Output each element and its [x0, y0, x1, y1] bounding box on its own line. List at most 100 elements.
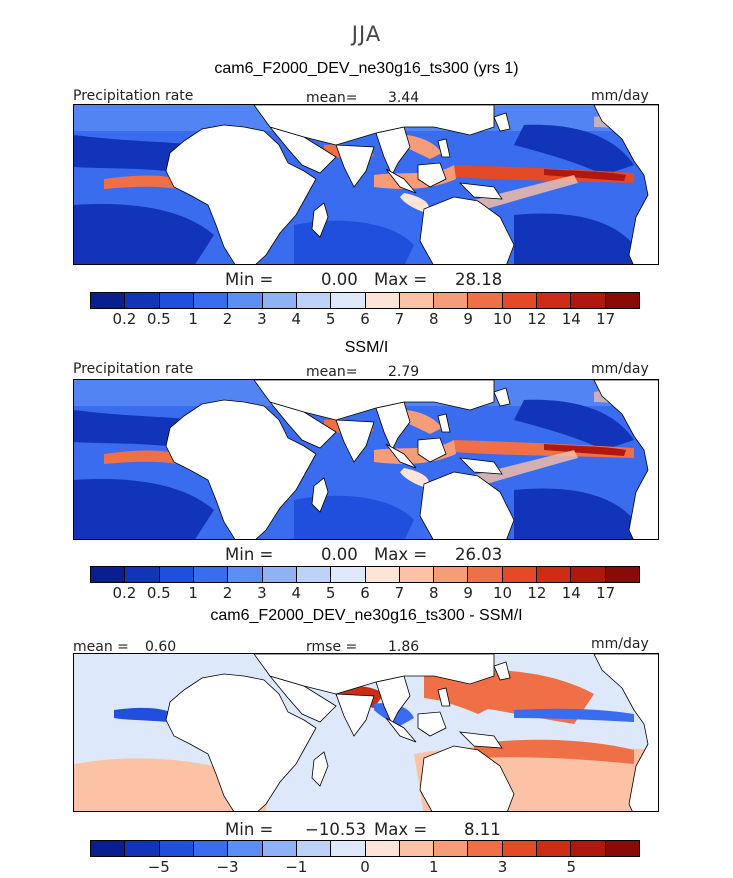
sio-dry — [294, 495, 414, 539]
land-americas — [593, 654, 658, 811]
colorbar-box — [125, 567, 160, 582]
colorbar-tick-label: 4 — [291, 310, 302, 328]
colorbar-box — [365, 567, 400, 582]
colorbar-tick-label: 0 — [360, 858, 370, 876]
colorbar-tick-label: 9 — [463, 310, 473, 328]
colorbar-box — [91, 841, 126, 856]
colorbar-box — [193, 841, 229, 856]
land-india — [335, 144, 375, 188]
land-borneo — [417, 711, 447, 737]
colorbar-tick-label: 14 — [561, 584, 581, 602]
colorbar-tick-label: 5 — [325, 310, 336, 328]
colorbar-tick-label: 0.2 — [112, 584, 137, 602]
panel-1-mean-value: 3.44 — [388, 90, 420, 106]
atlantic-itcz — [104, 175, 184, 189]
panel-1-map — [73, 104, 659, 265]
pacific-subtropic-dry — [514, 124, 634, 175]
colorbar-tick-label: 2 — [222, 584, 233, 602]
satl-dry — [74, 479, 214, 539]
land-india — [335, 419, 375, 463]
panel-3-units: mm/day — [591, 636, 649, 652]
colorbar-box — [571, 841, 606, 856]
land-americas — [593, 105, 658, 264]
panel-2-units: mm/day — [591, 361, 649, 377]
land-australia — [419, 745, 515, 811]
colorbar-box — [262, 567, 297, 582]
indian-convection — [400, 468, 429, 488]
precip-model-field — [74, 105, 658, 264]
land-asia — [253, 380, 495, 421]
colorbar-tick-label: 17 — [596, 584, 616, 602]
colorbar-box — [296, 841, 332, 856]
panel-1-min-value: 0.00 — [321, 270, 358, 289]
colorbar-box — [91, 567, 126, 582]
colorbar-box — [434, 293, 469, 308]
sio-dry — [294, 220, 414, 264]
colorbar-tick-label: 3 — [257, 584, 267, 602]
colorbar-box — [296, 293, 332, 308]
land-africa — [165, 399, 317, 539]
colorbar-tick-label: 0.5 — [146, 310, 171, 328]
colorbar-box — [537, 293, 572, 308]
panel-1-min-label: Min = — [225, 270, 274, 289]
colorbar-tick-label: 14 — [561, 310, 581, 328]
panel-3-colorbar — [90, 840, 640, 857]
colorbar-box — [502, 841, 538, 856]
colorbar-tick-label: 5 — [566, 858, 577, 876]
colorbar-tick-label: 10 — [492, 310, 513, 328]
panel-3-title: cam6_F2000_DEV_ne30g16_ts300 - SSM/I — [210, 607, 523, 624]
colorbar-box — [365, 293, 400, 308]
panel-3-min-value: −10.53 — [305, 820, 367, 839]
colorbar-box — [502, 567, 538, 582]
colorbar-box — [159, 293, 194, 308]
colorbar-tick-label: 3 — [257, 310, 267, 328]
colorbar-box — [125, 293, 160, 308]
season-title: JJA — [351, 22, 382, 46]
land-asia — [253, 654, 495, 695]
colorbar-box — [537, 841, 572, 856]
colorbar-tick-label: 0.5 — [146, 584, 171, 602]
colorbar-box — [159, 841, 194, 856]
land-japan — [493, 112, 511, 132]
panel-2-map — [73, 379, 659, 540]
colorbar-tick-label: 10 — [492, 584, 513, 602]
colorbar-box — [331, 293, 366, 308]
land-africa — [165, 124, 317, 264]
panel-2-mean-value: 2.79 — [388, 364, 420, 380]
colorbar-tick-label: 0.2 — [112, 310, 137, 328]
colorbar-box — [468, 841, 503, 856]
colorbar-box — [159, 567, 194, 582]
colorbar-box — [125, 841, 160, 856]
panel-2-field-label: Precipitation rate — [73, 361, 194, 377]
panel-1-max-label: Max = — [374, 270, 428, 289]
colorbar-tick-label: 2 — [222, 310, 233, 328]
panel-3-min-label: Min = — [225, 820, 274, 839]
panel-2-colorbar — [90, 566, 640, 583]
colorbar-box — [399, 293, 435, 308]
land-philippines — [437, 687, 451, 707]
sep-dry — [514, 213, 634, 264]
panel-3-mean-label: mean = — [73, 639, 129, 655]
colorbar-box — [502, 293, 538, 308]
colorbar-tick-label: 1 — [188, 584, 198, 602]
land-newguinea — [458, 457, 503, 475]
colorbar-box — [537, 567, 572, 582]
land-japan — [493, 661, 511, 681]
colorbar-tick-label: 8 — [428, 584, 439, 602]
panel-1-mean-label: mean= — [306, 90, 358, 106]
land-philippines — [437, 413, 451, 433]
colorbar-tick-label: 12 — [527, 584, 547, 602]
panel-3-max-label: Max = — [374, 820, 428, 839]
panel-1-units: mm/day — [591, 88, 649, 104]
colorbar-tick-label: 4 — [291, 584, 302, 602]
colorbar-box — [571, 293, 606, 308]
land-philippines — [437, 138, 451, 158]
colorbar-tick-label: −1 — [285, 858, 308, 876]
land-layer — [165, 105, 658, 264]
colorbar-box — [193, 567, 229, 582]
land-asia — [253, 105, 495, 146]
panel-1-field-label: Precipitation rate — [73, 88, 194, 104]
field-layer — [74, 380, 658, 539]
land-borneo — [417, 437, 447, 463]
land-madagascar — [311, 751, 329, 787]
